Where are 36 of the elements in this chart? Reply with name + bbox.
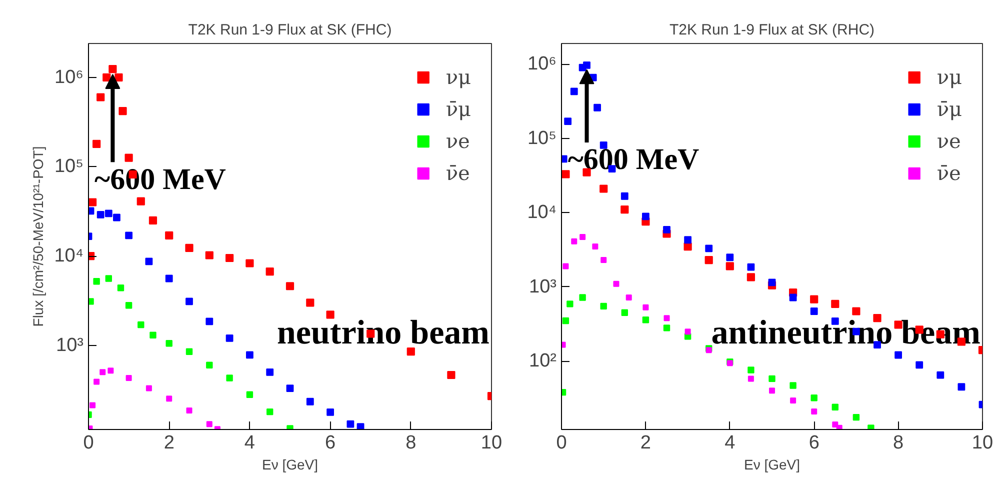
legend-label: ν̄μ <box>936 97 962 121</box>
x-axis-title: Eν [GeV] <box>744 456 800 472</box>
y-tick-label: 10⁵ <box>54 156 84 178</box>
legend-label: νμ <box>446 65 471 89</box>
x-tick-label: 2 <box>640 432 651 454</box>
legend-label: ν̄e <box>936 161 961 185</box>
annotation: neutrino beam <box>276 314 490 352</box>
y-tick-label: 10⁶ <box>54 66 84 88</box>
x-tick-label: 2 <box>164 432 174 454</box>
y-tick-label: 10² <box>529 350 557 372</box>
x-tick-label: 4 <box>724 432 736 454</box>
legend-label: νe <box>936 129 961 153</box>
chart-title: T2K Run 1-9 Flux at SK (RHC) <box>669 22 875 38</box>
y-tick-label: 10³ <box>529 276 557 298</box>
x-tick-label: 4 <box>244 432 256 454</box>
y-tick-label: 10³ <box>56 334 84 356</box>
y-tick-label: 10⁵ <box>527 128 557 149</box>
x-tick-label: 10 <box>480 432 502 454</box>
x-tick-label: 6 <box>808 432 820 454</box>
legend-label: νe <box>446 129 470 153</box>
x-axis-title: Eν [GeV] <box>262 456 318 472</box>
legend-label: νμ <box>936 65 962 89</box>
legend-label: ν̄e <box>446 161 470 185</box>
x-tick-label: 6 <box>325 432 336 454</box>
x-tick-label: 8 <box>406 432 416 454</box>
y-axis-title: Flux [/cm²/50-MeV/10²¹-POT] <box>30 146 46 327</box>
y-tick-label: 10⁶ <box>528 54 557 75</box>
x-tick-label: 10 <box>972 432 994 454</box>
x-tick-label: 0 <box>83 432 94 454</box>
legend-label: ν̄μ <box>446 97 471 121</box>
x-tick-label: 0 <box>556 432 567 454</box>
y-tick-label: 10⁴ <box>54 246 84 267</box>
x-tick-label: 8 <box>893 432 904 454</box>
chart-title: T2K Run 1-9 Flux at SK (FHC) <box>188 22 392 38</box>
annotation: ~600 MeV <box>568 143 700 176</box>
y-tick-label: 10⁴ <box>527 202 557 224</box>
